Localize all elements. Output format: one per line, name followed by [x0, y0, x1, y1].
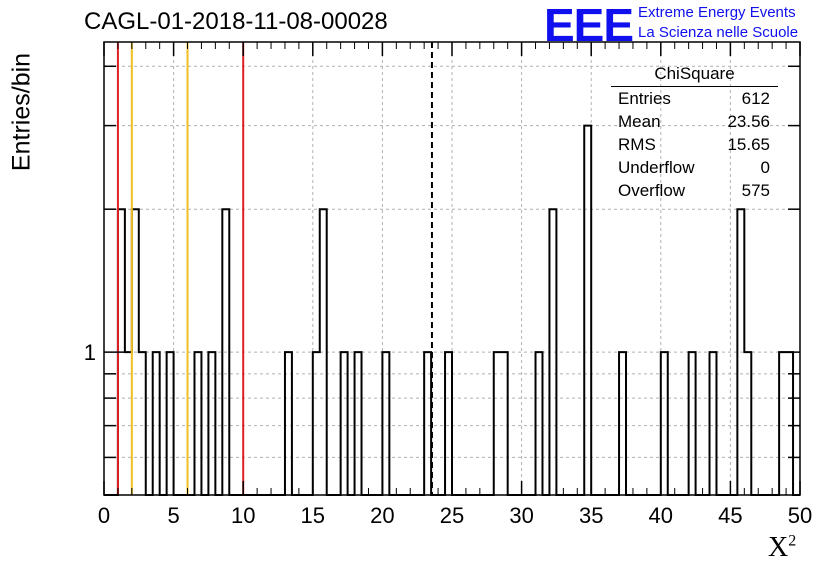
x-tick-label: 20 — [370, 503, 394, 528]
x-tick-label: 40 — [649, 503, 673, 528]
stats-rows: Entries 612 Mean 23.56 RMS 15.65 Underflow 0 Ove… — [611, 87, 778, 202]
stats-label: Overflow — [618, 181, 686, 200]
stats-box: ChiSquare Entries 612 Mean 23.56 RMS 15.65 Und… — [611, 64, 778, 202]
stats-label: Entries — [618, 89, 671, 108]
x-tick-label: 30 — [509, 503, 533, 528]
stats-row-mean: Mean 23.56 — [611, 110, 778, 133]
y-tick-label: 1 — [84, 340, 96, 365]
stats-row-entries: Entries 612 — [611, 87, 778, 110]
stats-title: ChiSquare — [611, 64, 778, 87]
stats-value: 612 — [741, 89, 770, 108]
stats-row-rms: RMS 15.65 — [611, 133, 778, 156]
x-tick-label: 5 — [167, 503, 179, 528]
logo-caption-line1: Extreme Energy Events — [638, 4, 796, 21]
eee-logo: EEE — [544, 0, 634, 51]
x-axis-label: X2 — [768, 532, 796, 564]
x-tick-label: 0 — [98, 503, 110, 528]
x-axis-label-superscript: 2 — [788, 532, 797, 550]
chart-title: CAGL-01-2018-11-08-00028 — [84, 8, 388, 35]
stats-row-underflow: Underflow 0 — [611, 156, 778, 179]
x-tick-label: 45 — [718, 503, 742, 528]
stats-label: Mean — [618, 112, 661, 131]
x-tick-label: 25 — [440, 503, 464, 528]
x-tick-label: 35 — [579, 503, 603, 528]
stats-label: Underflow — [618, 158, 695, 177]
logo-caption-line2: La Scienza nelle Scuole — [638, 24, 799, 41]
x-tick-label: 50 — [788, 503, 812, 528]
stats-value: 15.65 — [727, 135, 770, 154]
x-tick-label: 10 — [231, 503, 255, 528]
stats-label: RMS — [618, 135, 656, 154]
stats-row-overflow: Overflow 575 — [611, 179, 778, 202]
stats-value: 0 — [760, 158, 770, 177]
stats-value: 575 — [741, 181, 770, 200]
x-axis-label-base: X — [768, 532, 789, 563]
histogram-bin — [584, 126, 591, 495]
stats-value: 23.56 — [727, 112, 770, 131]
x-tick-label: 15 — [301, 503, 325, 528]
